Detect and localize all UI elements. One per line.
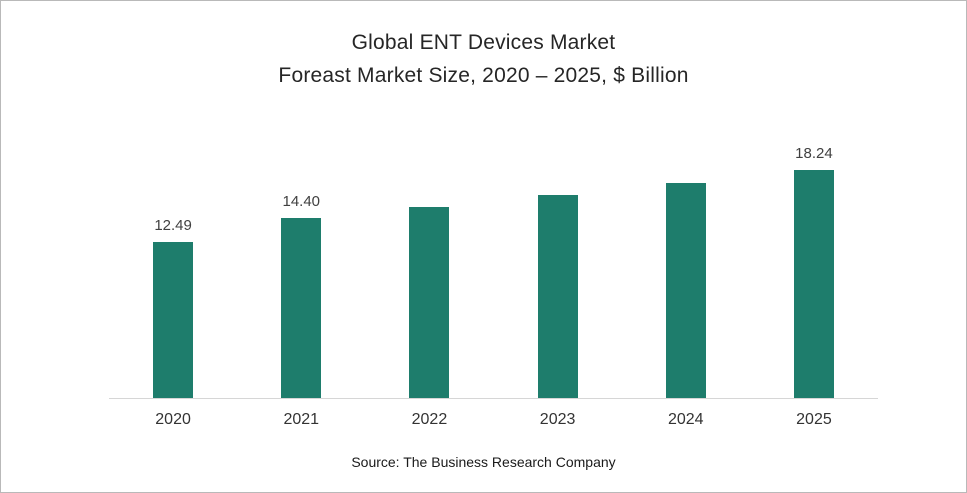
chart-title-line2: Foreast Market Size, 2020 – 2025, $ Bill… — [278, 63, 689, 87]
bar-column — [622, 158, 750, 398]
source-attribution: Source: The Business Research Company — [351, 454, 616, 470]
bar — [793, 170, 834, 398]
x-axis-labels: 2020 2021 2022 2023 2024 2025 — [109, 399, 878, 429]
bar — [409, 207, 450, 398]
bar-column — [365, 182, 493, 398]
bar — [281, 218, 322, 398]
bar — [665, 183, 706, 398]
x-axis-label: 2024 — [667, 411, 704, 428]
bar-column: 18.24 — [750, 145, 878, 398]
bar-value-label: 18.24 — [795, 145, 833, 162]
bar-column: 14.40 — [237, 193, 365, 398]
x-axis-label: 2021 — [283, 411, 320, 428]
bar-column — [494, 170, 622, 398]
chart-region: 12.49 14.40 18.24 2020 2021 2022 2023 2024 2025 — [109, 131, 878, 429]
x-axis-label: 2025 — [796, 411, 832, 428]
x-axis-label: 2020 — [155, 411, 191, 428]
bar — [537, 195, 578, 398]
bar — [153, 242, 194, 398]
x-axis-label: 2023 — [539, 411, 576, 428]
chart-title-line1: Global ENT Devices Market — [351, 31, 616, 54]
plot-area: 12.49 14.40 18.24 — [109, 131, 878, 399]
x-axis-label: 2022 — [411, 411, 448, 428]
chart-title: Global ENT Devices Market Foreast Market… — [1, 1, 966, 92]
bar-column: 12.49 — [109, 217, 237, 398]
bar-value-label: 14.40 — [282, 193, 321, 210]
bar-value-label: 12.49 — [154, 217, 192, 234]
